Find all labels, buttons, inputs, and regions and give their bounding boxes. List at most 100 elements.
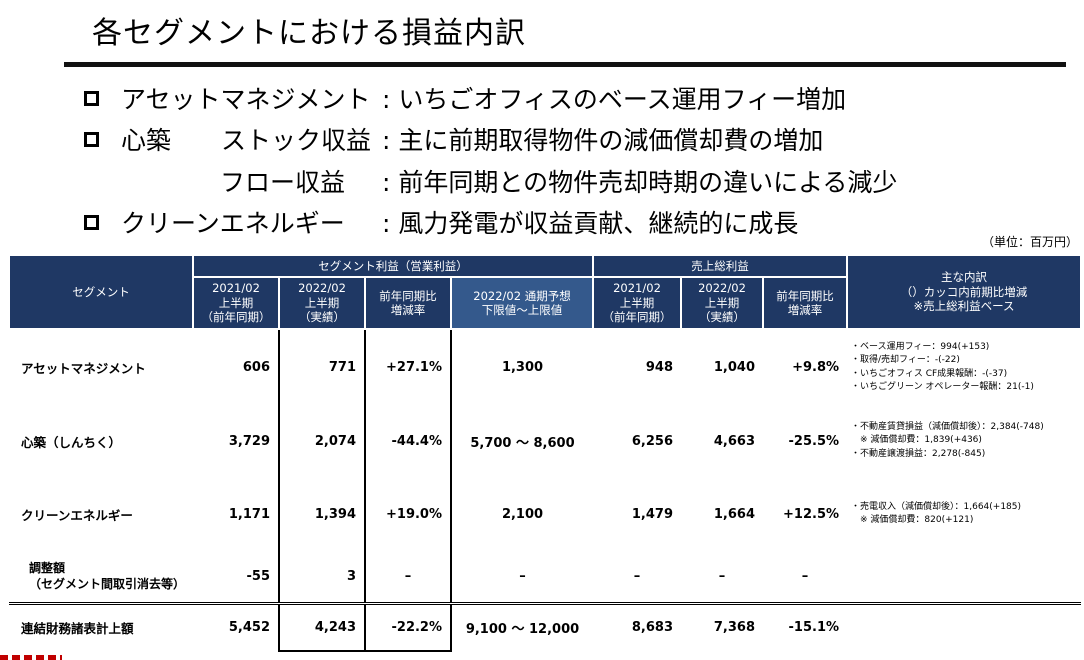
header-gp-curr: 2022/02 上半期 （実績） xyxy=(680,276,764,330)
cell-sp-forecast: 2,100 xyxy=(501,506,544,522)
bullet-label: フロー収益 xyxy=(220,168,346,197)
cell-gp-prev: 1,479 xyxy=(631,506,673,522)
header-sp-curr: 2022/02 上半期 （実績） xyxy=(278,276,366,330)
header-line: 上半期 xyxy=(218,295,254,310)
note-line: ・不動産譲渡損益：2,278(-845) xyxy=(851,448,986,459)
cell-gp-change: -15.1% xyxy=(763,601,848,651)
cell-sp-curr: 4,243 xyxy=(278,601,365,652)
cell-notes: ・ベース運用フィー：994(+153) ・取得/売却フィー：-(-22) ・いち… xyxy=(847,329,1081,405)
note-line: ・ベース運用フィー：994(+153) xyxy=(851,341,990,352)
header-gp-change: 前年同期比 増減率 xyxy=(761,276,849,330)
cell-gp-change: +12.5% xyxy=(783,506,840,522)
note-line: ・不動産賃貸損益（減価償却後）：2,384(-748) xyxy=(851,421,1044,432)
checkbox-icon xyxy=(84,215,99,230)
header-sp-change: 前年同期比 増減率 xyxy=(364,276,452,330)
cell-sp-curr: 3 xyxy=(278,551,365,604)
header-segment-profit: セグメント利益（営業利益） xyxy=(192,256,594,278)
cell-sp-prev: 3,729 xyxy=(228,433,270,449)
cell-gp-prev: – xyxy=(593,551,681,604)
bullet-desc: : いちごオフィスのベース運用フィー増加 xyxy=(382,85,847,114)
cell-gp-curr: 4,663 xyxy=(713,433,755,449)
header-line: （前年同期） xyxy=(602,310,672,325)
cell-sp-forecast: – xyxy=(451,551,593,604)
bullet-desc: : 前年同期との物件売却時期の違いによる減少 xyxy=(382,168,898,197)
title-divider xyxy=(64,62,1066,67)
header-line: 増減率 xyxy=(787,303,823,317)
table-row-total: 連結財務諸表計上額 5,452 4,243 -22.2% 9,100 ～ 12,… xyxy=(9,601,1082,652)
cell-sp-forecast: 5,700 ～ 8,600 xyxy=(470,435,575,451)
cell-gp-curr: – xyxy=(681,551,763,604)
cell-sp-curr: 2,074 xyxy=(278,405,365,477)
cell-sp-prev: 606 xyxy=(242,360,270,375)
note-line: ・いちごグリーン オペレーター報酬：21(-1) xyxy=(851,382,1034,392)
note-line: ※ 減価償却費：820(+121) xyxy=(851,515,974,525)
cell-sp-change: +19.0% xyxy=(364,477,452,551)
cell-sp-change: +27.1% xyxy=(364,328,452,405)
table-row-adjustment: 調整額 （セグメント間取引消去等） -55 3 – – – – – xyxy=(9,551,1082,604)
cell-notes xyxy=(847,601,1082,651)
cell-gp-change: +9.8% xyxy=(792,360,840,375)
bullet-label: クリーンエネルギー xyxy=(121,209,345,238)
segment-line: 調整額 xyxy=(29,561,66,576)
note-line: ・いちごオフィス CF成果報酬：-(-37) xyxy=(851,368,1008,379)
segment-pl-table: セグメント セグメント利益（営業利益） 売上総利益 主な内訳 （）カッコ内前期比… xyxy=(8,256,1083,652)
header-line: 2022/02 通期予想 xyxy=(473,288,571,303)
bullet-desc: : 主に前期取得物件の減価償却費の増加 xyxy=(382,126,824,155)
cell-gp-curr: 7,368 xyxy=(681,601,763,651)
header-line: （実績） xyxy=(699,310,745,325)
header-line: （前年同期） xyxy=(201,310,271,325)
header-line: （）カッコ内前期比増減 xyxy=(900,284,1028,299)
table-row: アセットマネジメント 606 771 +27.1% 1,300 948 1,04… xyxy=(9,328,1081,405)
page-title: 各セグメントにおける損益内訳 xyxy=(92,16,526,51)
table-row: 心築（しんちく） 3,729 2,074 -44.4% 5,700 ～ 8,60… xyxy=(9,405,1081,477)
header-line: 上半期 xyxy=(304,295,340,310)
header-line: 下限値～上限値 xyxy=(481,303,563,317)
table-row: クリーンエネルギー 1,171 1,394 +19.0% 2,100 1,479… xyxy=(9,477,1081,551)
cell-sp-curr: 771 xyxy=(278,328,365,405)
header-line: 2022/02 xyxy=(298,281,346,296)
note-line: ※ 減価償却費：1,839(+436) xyxy=(851,435,982,446)
cell-gp-prev: 6,256 xyxy=(631,433,673,449)
cell-sp-forecast: 9,100 ～ 12,000 xyxy=(451,601,593,651)
cell-gp-change: – xyxy=(763,551,848,604)
cell-sp-curr: 1,394 xyxy=(278,477,365,551)
checkbox-icon xyxy=(84,91,99,106)
header-sp-forecast: 2022/02 通期予想 下限値～上限値 xyxy=(450,276,594,330)
cell-sp-prev: 5,452 xyxy=(193,601,279,651)
bullet-desc: : 風力発電が収益貢献、継続的に成長 xyxy=(382,209,799,238)
header-line: 前年同期比 xyxy=(776,288,834,303)
cell-gp-change: -25.5% xyxy=(788,433,840,449)
cell-sp-prev: -55 xyxy=(193,551,279,604)
header-line: 上半期 xyxy=(704,295,740,310)
cell-sp-prev: 1,171 xyxy=(228,506,270,522)
cell-segment: クリーンエネルギー xyxy=(21,507,133,523)
bullet-label: アセットマネジメント xyxy=(121,85,371,114)
header-line: 2022/02 xyxy=(698,281,746,296)
header-sp-prev: 2021/02 上半期 （前年同期） xyxy=(192,276,280,330)
cell-gp-prev: 948 xyxy=(645,360,673,375)
header-line: ※売上総利益ベース xyxy=(913,299,1015,314)
header-segment: セグメント xyxy=(8,256,194,330)
cell-segment: アセットマネジメント xyxy=(21,361,146,376)
header-gp-prev: 2021/02 上半期 （前年同期） xyxy=(592,276,682,330)
header-line: 2021/02 xyxy=(212,281,260,296)
brand-accent-mark xyxy=(0,655,62,660)
header-gross-profit: 売上総利益 xyxy=(591,256,849,278)
cell-notes: ・売電収入（減価償却後）：1,664(+185) ※ 減価償却費：820(+12… xyxy=(847,477,1081,551)
cell-segment: 心築（しんちく） xyxy=(21,434,122,450)
header-line: 上半期 xyxy=(619,295,655,310)
cell-gp-prev: 8,683 xyxy=(593,601,681,651)
header-line: 主な内訳 xyxy=(941,270,988,285)
bullet-label: 心築 ストック収益 xyxy=(121,126,372,155)
cell-sp-change: -22.2% xyxy=(364,601,452,652)
cell-notes xyxy=(847,551,1082,604)
cell-gp-curr: 1,040 xyxy=(713,360,755,375)
cell-sp-change: -44.4% xyxy=(364,405,452,477)
note-line: ・取得/売却フィー：-(-22) xyxy=(851,355,960,365)
cell-sp-forecast: 1,300 xyxy=(501,360,544,375)
header-breakdown: 主な内訳 （）カッコ内前期比増減 ※売上総利益ベース xyxy=(846,256,1083,330)
header-line: 2021/02 xyxy=(613,281,661,296)
cell-segment: 調整額 （セグメント間取引消去等） xyxy=(9,551,193,604)
header-line: （実績） xyxy=(299,310,345,325)
cell-gp-curr: 1,664 xyxy=(713,506,755,522)
